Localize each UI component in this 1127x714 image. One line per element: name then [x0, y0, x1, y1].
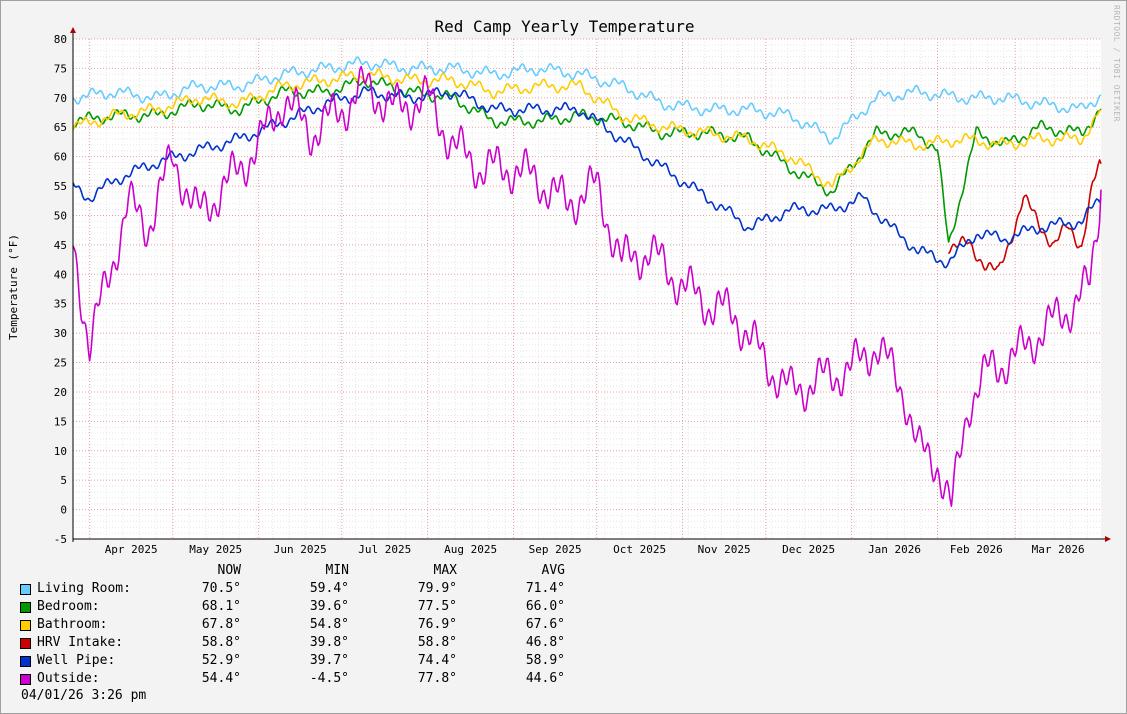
y-tick-label: 60	[54, 151, 67, 164]
legend-swatch	[20, 602, 31, 613]
legend-col-max: MAX	[433, 563, 457, 578]
y-tick-label: 70	[54, 92, 67, 105]
legend-swatch	[20, 584, 31, 595]
legend-series-name: Bedroom:	[37, 599, 100, 614]
x-tick-label: May 2025	[189, 543, 242, 556]
legend-min-value: 39.7°	[309, 653, 349, 668]
legend-now-value: 52.9°	[201, 653, 241, 668]
y-tick-label: 10	[54, 445, 67, 458]
legend-max-value: 74.4°	[417, 653, 457, 668]
legend-now-value: 58.8°	[201, 635, 241, 650]
series-line-well-pipe	[72, 86, 1102, 269]
legend-col-avg: AVG	[541, 563, 565, 578]
legend-swatch	[20, 620, 31, 631]
x-tick-label: Apr 2025	[105, 543, 158, 556]
chart-title: Red Camp Yearly Temperature	[434, 17, 695, 36]
y-tick-label: 30	[54, 327, 67, 340]
legend-max-value: 79.9°	[417, 581, 457, 596]
y-tick-label: 65	[54, 121, 67, 134]
series-line-outside	[72, 65, 1102, 508]
legend-col-min: MIN	[325, 563, 349, 578]
legend-min-value: 59.4°	[309, 581, 349, 596]
y-tick-label: 40	[54, 268, 67, 281]
x-tick-label: Jul 2025	[358, 543, 411, 556]
legend-avg-value: 71.4°	[525, 581, 565, 596]
plot-area	[73, 39, 1101, 539]
y-tick-labels: -5 0 5 10 15 20 25 30 35 40 45 50 55 60 65 70 75 80	[54, 33, 67, 546]
x-tick-label: Sep 2025	[529, 543, 582, 556]
legend-series-name: Well Pipe:	[37, 653, 116, 668]
x-tick-label: Dec 2025	[782, 543, 835, 556]
legend-series-name: HRV Intake:	[37, 635, 124, 650]
legend-swatch	[20, 656, 31, 667]
legend-avg-value: 67.6°	[525, 617, 565, 632]
x-tick-label: Oct 2025	[613, 543, 666, 556]
x-tick-labels: Apr 2025 May 2025 Jun 2025 Jul 2025 Aug 2025…	[105, 543, 1085, 556]
x-tick-label: Jun 2025	[274, 543, 327, 556]
y-tick-label: 80	[54, 33, 67, 46]
y-tick-label: 55	[54, 180, 67, 193]
y-tick-label: 35	[54, 298, 67, 311]
legend-min-value: 39.8°	[309, 635, 349, 650]
legend-avg-value: 46.8°	[525, 635, 565, 650]
x-tick-label: Jan 2026	[868, 543, 921, 556]
y-tick-label: 50	[54, 209, 67, 222]
legend-max-value: 76.9°	[417, 617, 457, 632]
legend-series-name: Bathroom:	[37, 617, 108, 632]
legend-avg-value: 58.9°	[525, 653, 565, 668]
series-line-bathroom	[72, 68, 1102, 188]
legend-series-name: Living Room:	[37, 581, 131, 596]
legend-swatch	[20, 638, 31, 649]
x-tick-label: Aug 2025	[444, 543, 497, 556]
x-axis-arrow	[1105, 536, 1111, 542]
y-tick-label: 45	[54, 239, 67, 252]
legend-avg-value: 44.6°	[525, 671, 565, 686]
legend-avg-value: 66.0°	[525, 599, 565, 614]
rrdtool-watermark: RRDTOOL / TOBI OETIKER	[1112, 5, 1121, 122]
legend-now-value: 68.1°	[201, 599, 241, 614]
timestamp: 04/01/26 3:26 pm	[21, 688, 147, 703]
legend-now-value: 67.8°	[201, 617, 241, 632]
y-axis-arrow	[70, 27, 76, 33]
grid-lines	[73, 38, 1101, 540]
legend-max-value: 77.5°	[417, 599, 457, 614]
legend-swatch	[20, 674, 31, 685]
legend-col-now: NOW	[217, 563, 241, 578]
legend-min-value: -4.5°	[309, 671, 349, 686]
legend-max-value: 58.8°	[417, 635, 457, 650]
y-tick-label: 15	[54, 415, 67, 428]
x-tick-label: Mar 2026	[1032, 543, 1085, 556]
y-tick-label: 75	[54, 62, 67, 75]
legend-min-value: 54.8°	[309, 617, 349, 632]
y-tick-label: 20	[54, 386, 67, 399]
y-tick-label: 25	[54, 357, 67, 370]
legend-now-value: 54.4°	[201, 671, 241, 686]
series-line-hrv-intake	[947, 159, 1102, 271]
legend-series-name: Outside:	[37, 671, 100, 686]
x-tick-label: Nov 2025	[698, 543, 751, 556]
y-tick-label: 0	[60, 504, 67, 517]
x-tick-label: Feb 2026	[950, 543, 1003, 556]
legend-max-value: 77.8°	[417, 671, 457, 686]
legend-min-value: 39.6°	[309, 599, 349, 614]
y-tick-label: 5	[60, 474, 67, 487]
y-tick-label: -5	[54, 533, 67, 546]
legend-now-value: 70.5°	[201, 581, 241, 596]
axes	[70, 27, 1111, 542]
series-line-living-room	[72, 56, 1102, 145]
series-lines	[72, 56, 1102, 508]
